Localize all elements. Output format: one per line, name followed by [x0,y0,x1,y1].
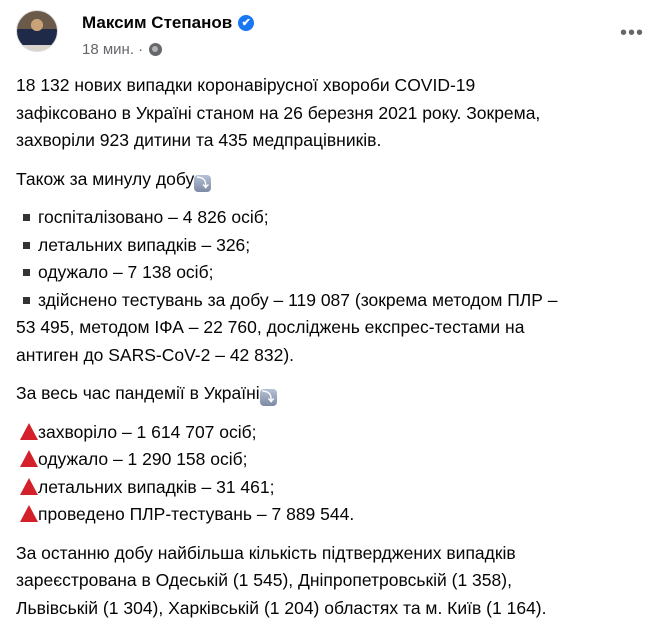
text-line: зареєстрована в Одеській (1 545), Дніпро… [16,570,512,590]
total-heading: За весь час пандемії в Україні [16,383,260,403]
red-triangle-icon [20,505,38,522]
text-line: Львівській (1 304), Харківській (1 204) … [16,597,547,618]
bullet-icon [23,269,30,276]
red-triangle-icon [20,477,38,495]
list-item: захворіло – 1 614 707 осіб; [16,419,558,447]
red-triangle-icon [20,422,38,440]
list-item: летальних випадків – 31 461; [16,474,558,502]
text-line: зафіксовано в Україні станом на 26 берез… [16,102,541,123]
bullet-icon [23,296,30,304]
list-item: одужало – 7 138 осіб; [16,259,558,287]
list-item: здійснено тестувань за добу – 119 087 (з… [16,287,558,315]
bullet-icon [23,214,30,221]
author-name[interactable]: Максим Степанов [82,13,233,32]
total-list: захворіло – 1 614 707 осіб; одужало – 1 … [16,419,558,529]
text-line: захворіли 923 дитини та 435 медпрацівник… [16,130,382,150]
text-line: 53 495, методом ІФА – 22 760, досліджень… [16,317,525,337]
more-options-button[interactable]: ••• [619,22,644,44]
text-line: антиген до SARS-CoV-2 – 42 832). [16,344,295,365]
text-line: За останню добу найбільша кількість підт… [16,542,516,563]
list-item: госпіталізовано – 4 826 осіб; [16,204,558,232]
regions-paragraph: За останню добу найбільша кількість підт… [16,540,558,623]
list-item: одужало – 1 290 158 осіб; [16,446,558,474]
bullet-icon [23,241,30,249]
red-triangle-icon [20,450,38,467]
list-item: проведено ПЛР-тестувань – 7 889 544. [16,501,558,529]
post-body: 18 132 нових випадки коронавірусної хвор… [16,72,558,633]
text-line: 18 132 нових випадки коронавірусної хвор… [16,75,476,95]
down-arrow-emoji-icon: ⤵ [259,389,277,406]
daily-list: госпіталізовано – 4 826 осіб; летальних … [16,204,558,369]
avatar[interactable] [16,10,58,52]
verified-icon: ✔ [238,15,255,31]
down-arrow-emoji-icon: ⤵ [194,174,212,192]
globe-icon [149,43,163,56]
post-header: Максим Степанов ✔ 18 мин. · [16,10,255,58]
list-item: летальних випадків – 326; [16,232,558,260]
post-time[interactable]: 18 мин. [82,41,134,58]
intro-paragraph: 18 132 нових випадки коронавірусної хвор… [16,72,558,155]
daily-heading: Також за минулу добу [16,168,195,189]
